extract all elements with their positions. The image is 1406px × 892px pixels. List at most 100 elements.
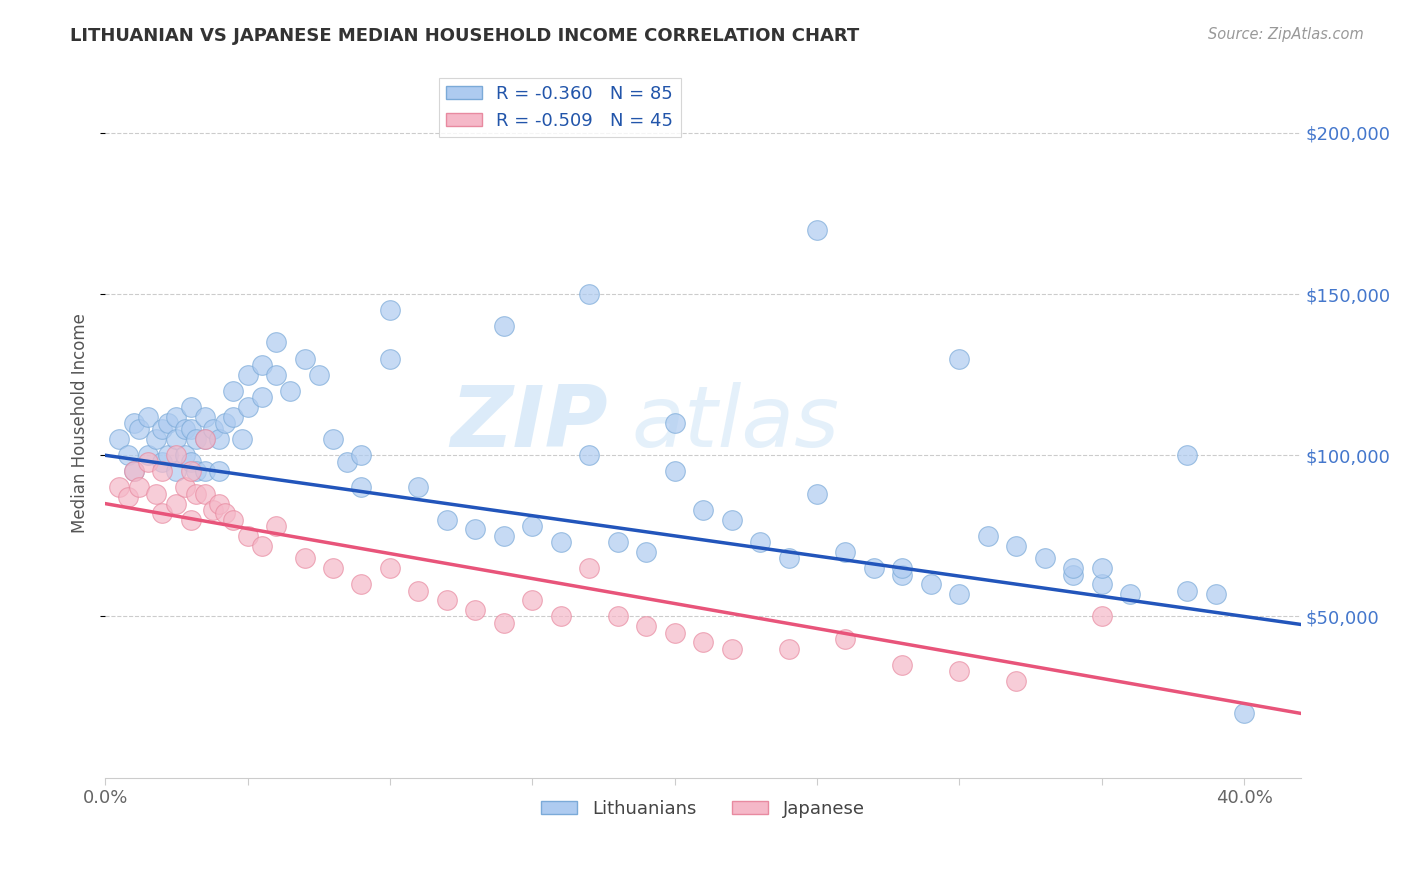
Point [720, 641, 742, 656]
Point [145, 487, 167, 501]
Point [165, 464, 187, 478]
Point [294, 351, 316, 366]
Point [492, 529, 515, 543]
Point [202, 503, 225, 517]
Point [308, 368, 330, 382]
Text: ZIP: ZIP [450, 382, 607, 465]
Point [863, 561, 886, 575]
Point [891, 657, 914, 672]
Point [350, 448, 373, 462]
Point [806, 487, 828, 501]
Point [948, 351, 970, 366]
Point [222, 513, 245, 527]
Point [180, 464, 202, 478]
Point [378, 561, 401, 575]
Point [222, 409, 245, 424]
Point [250, 539, 273, 553]
Point [150, 464, 173, 478]
Point [122, 464, 145, 478]
Point [208, 464, 231, 478]
Point [222, 384, 245, 398]
Point [664, 625, 686, 640]
Point [522, 519, 544, 533]
Point [1005, 673, 1028, 688]
Point [180, 455, 202, 469]
Point [492, 615, 515, 630]
Point [150, 422, 173, 436]
Point [492, 319, 515, 334]
Point [322, 432, 344, 446]
Point [264, 368, 287, 382]
Point [378, 351, 401, 366]
Point [174, 448, 197, 462]
Point [117, 490, 139, 504]
Point [806, 222, 828, 236]
Text: LITHUANIAN VS JAPANESE MEDIAN HOUSEHOLD INCOME CORRELATION CHART: LITHUANIAN VS JAPANESE MEDIAN HOUSEHOLD … [70, 27, 859, 45]
Point [231, 432, 253, 446]
Point [180, 422, 202, 436]
Point [578, 561, 600, 575]
Point [322, 561, 344, 575]
Point [692, 503, 714, 517]
Point [136, 455, 159, 469]
Point [236, 529, 259, 543]
Point [1205, 587, 1227, 601]
Point [186, 432, 208, 446]
Point [920, 577, 942, 591]
Point [236, 368, 259, 382]
Point [128, 422, 150, 436]
Point [578, 287, 600, 301]
Text: Source: ZipAtlas.com: Source: ZipAtlas.com [1208, 27, 1364, 42]
Point [336, 455, 359, 469]
Point [174, 481, 197, 495]
Point [1119, 587, 1142, 601]
Point [165, 432, 187, 446]
Point [464, 603, 486, 617]
Point [378, 303, 401, 318]
Point [977, 529, 1000, 543]
Point [194, 487, 217, 501]
Point [136, 409, 159, 424]
Point [891, 561, 914, 575]
Point [1062, 567, 1084, 582]
Point [1175, 448, 1198, 462]
Point [278, 384, 301, 398]
Point [436, 513, 458, 527]
Point [606, 609, 628, 624]
Point [264, 519, 287, 533]
Point [108, 432, 131, 446]
Point [194, 409, 217, 424]
Point [1091, 577, 1114, 591]
Point [350, 481, 373, 495]
Point [180, 400, 202, 414]
Point [834, 545, 856, 559]
Point [208, 497, 231, 511]
Point [108, 481, 131, 495]
Point [1091, 561, 1114, 575]
Point [194, 464, 217, 478]
Point [1233, 706, 1256, 720]
Point [174, 422, 197, 436]
Point [464, 522, 486, 536]
Point [550, 535, 572, 549]
Point [186, 464, 208, 478]
Point [606, 535, 628, 549]
Point [150, 506, 173, 520]
Point [208, 432, 231, 446]
Point [156, 416, 179, 430]
Point [150, 455, 173, 469]
Point [214, 506, 236, 520]
Point [165, 497, 187, 511]
Point [136, 448, 159, 462]
Y-axis label: Median Household Income: Median Household Income [72, 313, 89, 533]
Point [948, 664, 970, 678]
Point [1091, 609, 1114, 624]
Point [834, 632, 856, 646]
Point [948, 587, 970, 601]
Point [1175, 583, 1198, 598]
Point [636, 619, 658, 633]
Point [664, 416, 686, 430]
Point [720, 513, 742, 527]
Point [664, 464, 686, 478]
Point [236, 400, 259, 414]
